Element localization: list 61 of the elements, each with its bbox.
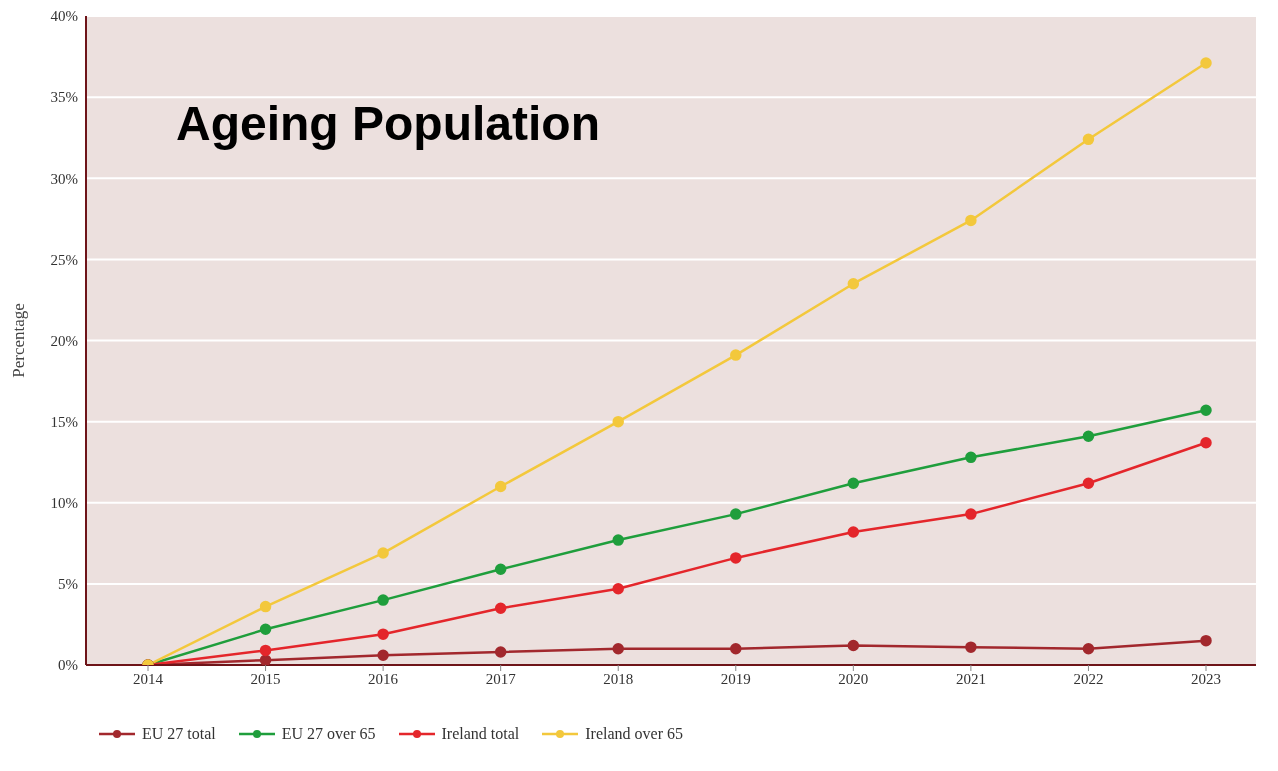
point [377,547,389,559]
point [612,534,624,546]
point [377,628,389,640]
point [494,480,507,493]
point [847,477,860,490]
point [259,623,272,636]
point [847,639,860,652]
point [730,508,742,520]
point [965,451,977,464]
y-tick-label: 10% [50,495,78,512]
point [965,508,977,520]
point [847,526,860,538]
legend-label: EU 27 over 65 [281,725,376,743]
text: Ageing Population [176,96,600,151]
x-tick-label: 2019 [720,670,751,687]
point [1082,133,1095,146]
point [259,654,272,665]
point [259,600,272,613]
point [259,644,272,657]
x-tick-label: 2023 [1191,670,1221,687]
x-tick-label: 2017 [485,670,517,687]
point [730,552,742,564]
point [377,649,389,662]
point [494,602,507,614]
point [1082,430,1095,442]
legend-label: EU 27 total [142,725,216,743]
x-tick-label: 2018 [603,670,634,687]
point [730,643,742,655]
x-tick-label: 2020 [838,670,869,687]
y-tick-label: 35% [50,89,78,106]
y-tick-label: 25% [50,251,78,268]
y-axis-title: Percentage [9,303,29,378]
point [965,214,977,227]
point [377,594,389,606]
x-tick-label: 2014 [133,670,164,687]
point [612,582,624,595]
point [1200,634,1212,647]
point [847,277,860,290]
point [1200,404,1212,417]
point [612,643,624,655]
point [494,646,507,658]
x-tick-label: 2016 [368,670,399,687]
point [1200,436,1212,449]
point [612,415,624,428]
x-tick-label: 2022 [1073,670,1104,687]
legend-label: Ireland over 65 [585,725,684,743]
point [494,563,507,576]
point [1082,643,1095,655]
point [1082,477,1095,490]
point [965,641,977,653]
legend-label: Ireland total [441,725,520,743]
y-tick-label: 5% [58,576,78,593]
x-tick-label: 2021 [955,670,986,687]
x-tick-label: 2015 [250,670,281,687]
y-tick-label: 20% [50,332,78,349]
y-tick-label: 15% [50,413,78,430]
y-tick-label: 0% [58,657,78,674]
y-tick-label: 40% [50,8,78,25]
point [1200,57,1212,69]
y-tick-label: 30% [50,170,78,187]
point [730,349,742,361]
